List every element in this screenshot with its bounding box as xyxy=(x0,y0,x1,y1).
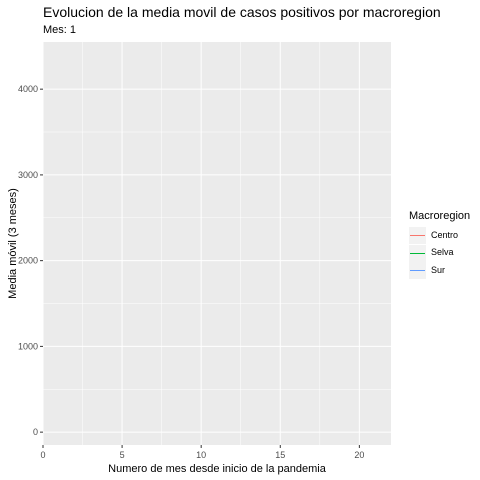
x-tick-label: 0 xyxy=(40,450,45,460)
chart-subtitle: Mes: 1 xyxy=(43,24,77,36)
y-tick-label: 0 xyxy=(33,427,38,437)
chart-title: Evolucion de la media movil de casos pos… xyxy=(43,4,441,20)
y-tick-label: 4000 xyxy=(18,84,38,94)
x-tick-label: 5 xyxy=(120,450,125,460)
legend-title: Macroregion xyxy=(409,210,471,222)
x-axis-title: Numero de mes desde inicio de la pandemi… xyxy=(108,463,327,475)
legend-label-selva: Selva xyxy=(431,247,454,257)
legend-label-centro: Centro xyxy=(431,230,459,240)
y-tick-label: 1000 xyxy=(18,341,38,351)
plot-panel xyxy=(43,42,391,445)
x-tick-label: 20 xyxy=(354,450,364,460)
y-tick-label: 3000 xyxy=(18,170,38,180)
legend-label-sur: Sur xyxy=(431,265,446,275)
y-tick-label: 2000 xyxy=(18,256,38,266)
y-axis-title: Media móvil (3 meses) xyxy=(7,188,19,299)
x-tick-label: 10 xyxy=(196,450,206,460)
x-tick-label: 15 xyxy=(275,450,285,460)
